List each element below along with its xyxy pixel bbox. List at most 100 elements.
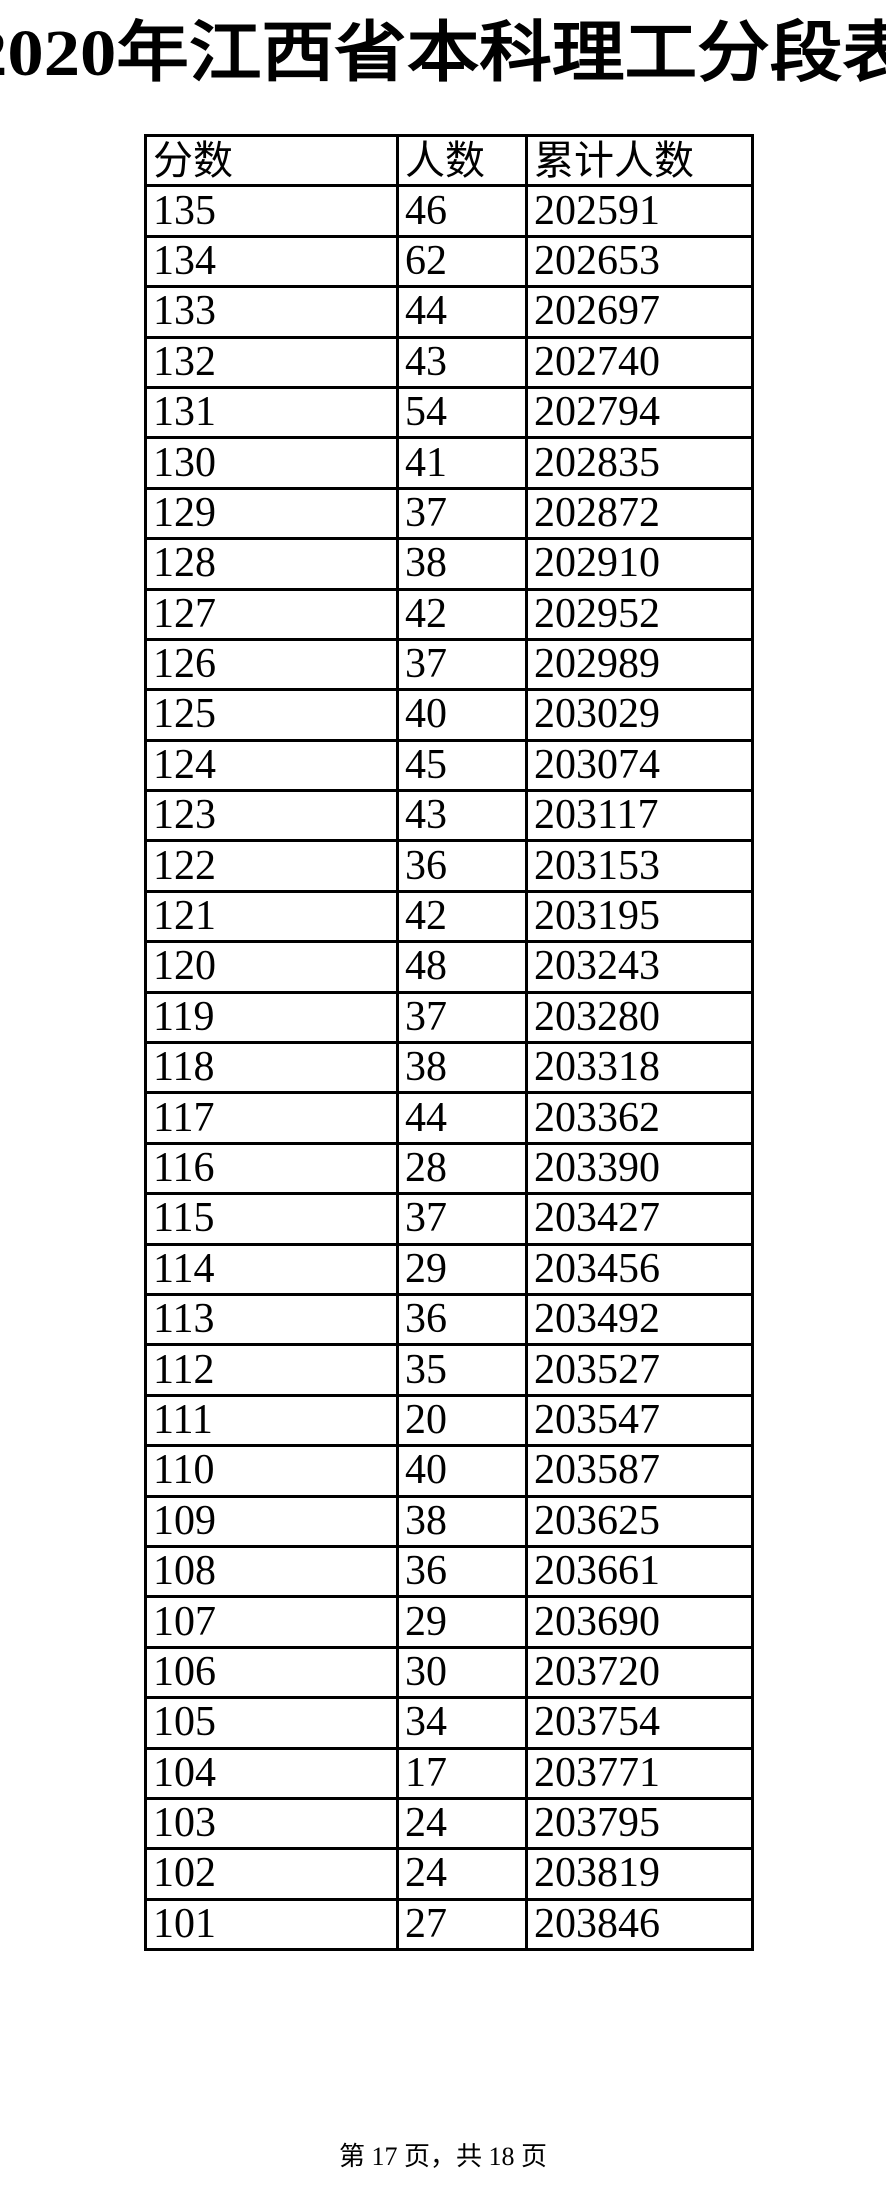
table-row: 124 45 203074 [144, 738, 754, 793]
table-row: 131 54 202794 [144, 385, 754, 440]
table-row: 111 20 203547 [144, 1393, 754, 1448]
header-cumulative: 累计人数 [525, 133, 754, 188]
cell-count: 48 [396, 940, 528, 994]
table-row: 134 62 202653 [144, 234, 754, 289]
cell-cumulative: 203754 [525, 1696, 754, 1750]
cell-count: 42 [396, 889, 528, 944]
cell-cumulative: 202952 [525, 587, 754, 641]
table-row: 117 44 203362 [144, 1091, 754, 1145]
table-row: 105 34 203754 [144, 1696, 754, 1750]
cell-cumulative: 203117 [525, 789, 754, 843]
cell-score: 102 [144, 1847, 399, 1901]
cell-score: 103 [144, 1796, 399, 1851]
cell-count: 34 [396, 1696, 528, 1750]
cell-cumulative: 202794 [525, 385, 754, 440]
cell-score: 130 [144, 436, 399, 490]
table-row: 123 43 203117 [144, 789, 754, 843]
cell-cumulative: 203153 [525, 839, 754, 893]
table-row: 122 36 203153 [144, 839, 754, 893]
cell-cumulative: 202910 [525, 537, 754, 591]
cell-score: 115 [144, 1192, 399, 1246]
cell-score: 133 [144, 285, 399, 339]
cell-count: 44 [396, 285, 528, 339]
cell-cumulative: 202872 [525, 486, 754, 541]
cell-score: 120 [144, 940, 399, 994]
cell-count: 38 [396, 1494, 528, 1548]
cell-cumulative: 203280 [525, 990, 754, 1045]
cell-cumulative: 203547 [525, 1393, 754, 1448]
cell-score: 122 [144, 839, 399, 893]
cell-cumulative: 203819 [525, 1847, 754, 1901]
page-title: 2020年江西省本科理工分段表 [0, 14, 886, 94]
cell-count: 35 [396, 1343, 528, 1397]
score-distribution-table: 分数 人数 累计人数 135 46 202591 134 62 202653 133 44 20… [144, 133, 754, 1952]
cell-score: 105 [144, 1696, 399, 1750]
cell-cumulative: 203587 [525, 1444, 754, 1498]
cell-count: 37 [396, 1192, 528, 1246]
cell-cumulative: 203427 [525, 1192, 754, 1246]
cell-score: 135 [144, 184, 399, 238]
cell-count: 37 [396, 637, 528, 692]
cell-count: 38 [396, 537, 528, 591]
table-row: 112 35 203527 [144, 1343, 754, 1397]
table-row: 133 44 202697 [144, 285, 754, 339]
cell-score: 109 [144, 1494, 399, 1548]
cell-score: 127 [144, 587, 399, 641]
table-row: 127 42 202952 [144, 587, 754, 641]
table-row: 126 37 202989 [144, 637, 754, 692]
cell-cumulative: 202989 [525, 637, 754, 692]
table-row: 130 41 202835 [144, 436, 754, 490]
table-row: 115 37 203427 [144, 1192, 754, 1246]
table-row: 116 28 203390 [144, 1141, 754, 1196]
page-footer: 第 17 页，共 18 页 [338, 2142, 547, 2171]
cell-score: 110 [144, 1444, 399, 1498]
cell-count: 40 [396, 1444, 528, 1498]
cell-count: 44 [396, 1091, 528, 1145]
table-row: 103 24 203795 [144, 1796, 754, 1851]
table-row: 132 43 202740 [144, 335, 754, 389]
table-row: 107 29 203690 [144, 1595, 754, 1649]
table-row: 125 40 203029 [144, 688, 754, 742]
table-row: 135 46 202591 [144, 184, 754, 238]
cell-score: 126 [144, 637, 399, 692]
cell-cumulative: 203456 [525, 1242, 754, 1296]
cell-score: 113 [144, 1292, 399, 1347]
cell-count: 42 [396, 587, 528, 641]
cell-count: 27 [396, 1897, 528, 1952]
cell-score: 101 [144, 1897, 399, 1952]
page-title-text: 2020年江西省本科理工分段表 [0, 17, 886, 90]
cell-count: 24 [396, 1847, 528, 1901]
cell-count: 45 [396, 738, 528, 793]
cell-cumulative: 203795 [525, 1796, 754, 1851]
table-row: 101 27 203846 [144, 1897, 754, 1952]
header-score: 分数 [144, 133, 399, 188]
cell-score: 119 [144, 990, 399, 1045]
cell-count: 28 [396, 1141, 528, 1196]
cell-score: 123 [144, 789, 399, 843]
cell-cumulative: 203074 [525, 738, 754, 793]
cell-count: 36 [396, 1544, 528, 1599]
cell-count: 36 [396, 839, 528, 893]
cell-cumulative: 203318 [525, 1041, 754, 1095]
cell-count: 46 [396, 184, 528, 238]
cell-count: 54 [396, 385, 528, 440]
cell-count: 30 [396, 1645, 528, 1700]
table-header-row: 分数 人数 累计人数 [144, 133, 754, 188]
table-row: 106 30 203720 [144, 1645, 754, 1700]
cell-cumulative: 203625 [525, 1494, 754, 1548]
cell-count: 17 [396, 1746, 528, 1800]
cell-score: 128 [144, 537, 399, 591]
cell-count: 62 [396, 234, 528, 289]
cell-cumulative: 203362 [525, 1091, 754, 1145]
header-count: 人数 [396, 133, 528, 188]
cell-count: 29 [396, 1242, 528, 1296]
cell-score: 111 [144, 1393, 399, 1448]
cell-count: 38 [396, 1041, 528, 1095]
cell-score: 132 [144, 335, 399, 389]
cell-cumulative: 203390 [525, 1141, 754, 1196]
cell-count: 36 [396, 1292, 528, 1347]
cell-score: 131 [144, 385, 399, 440]
cell-score: 125 [144, 688, 399, 742]
cell-cumulative: 202835 [525, 436, 754, 490]
table-row: 104 17 203771 [144, 1746, 754, 1800]
